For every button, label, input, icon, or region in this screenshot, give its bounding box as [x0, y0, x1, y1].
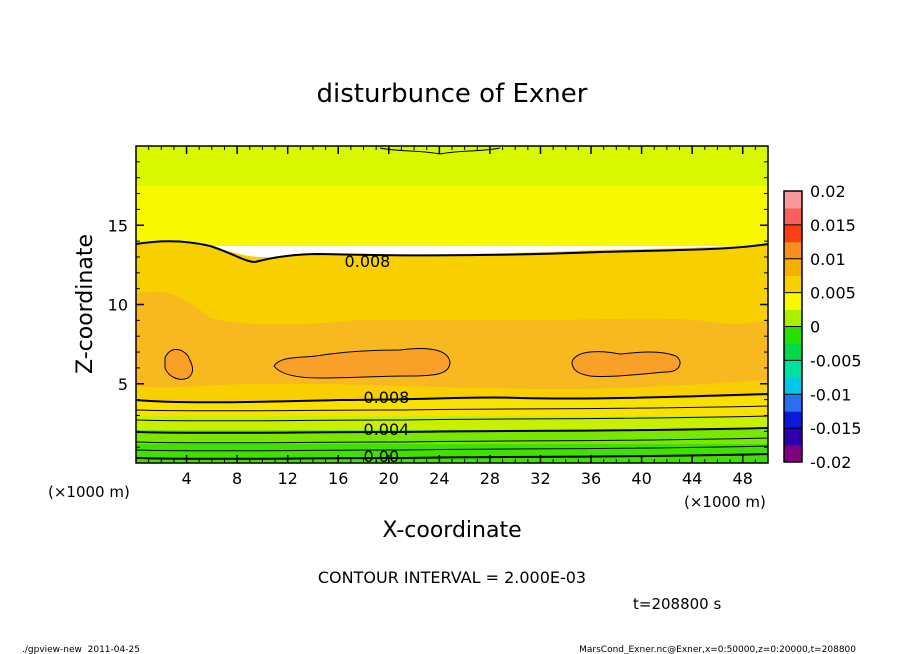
colorbar-swatch [784, 411, 802, 429]
contour-line-b [136, 415, 768, 422]
footer-right: MarsCond_Exner.nc@Exner,x=0:50000,z=0:20… [579, 645, 856, 654]
colorbar-swatch [784, 258, 802, 277]
colorbar-swatch [784, 428, 802, 446]
colorbar-swatch [784, 207, 802, 226]
contour-orange-blob-3 [571, 351, 681, 378]
x-tick-label: 4 [181, 469, 191, 488]
contour-label: 0.004 [364, 420, 410, 439]
heatmap-field [136, 146, 768, 463]
colorbar-tick-label: -0.01 [810, 385, 851, 404]
colorbar-tick-label: 0.02 [810, 182, 846, 201]
x-tick-label: 24 [429, 469, 449, 488]
y-axis: 5 10 15 [108, 161, 768, 448]
time-label: t=208800 s [633, 595, 721, 613]
contour-orange-blob-2 [273, 348, 451, 379]
band-yellow [136, 186, 768, 246]
colorbar-swatch [784, 343, 802, 361]
colorbar-swatch [784, 326, 802, 344]
x-tick-label: 32 [530, 469, 550, 488]
band-lower-lime [136, 416, 768, 430]
colorbar-swatch [784, 394, 802, 412]
colorbar-tick-label: -0.005 [810, 351, 862, 370]
contour-interval: CONTOUR INTERVAL = 2.000E-03 [318, 568, 586, 587]
contour-line-000 [136, 453, 768, 460]
contour-label: 0.008 [345, 252, 391, 271]
colorbar-swatch [784, 292, 802, 311]
contour-line-008-upper [136, 240, 768, 264]
colorbar-swatch [784, 224, 802, 243]
contour-line-d [136, 445, 768, 452]
contour-line-c [136, 437, 768, 444]
x-tick-label: 44 [682, 469, 702, 488]
chart-title: disturbunce of Exner [317, 79, 588, 109]
y-tick-label: 5 [118, 375, 128, 394]
x-tick-label: 28 [480, 469, 500, 488]
colorbar-tick-label: 0.015 [810, 216, 856, 235]
x-tick-label: 20 [379, 469, 399, 488]
colorbar-swatch [784, 275, 802, 294]
x-tick-label: 16 [328, 469, 348, 488]
colorbar-tick-label: 0.01 [810, 250, 846, 269]
x-axis: 4 8 12 16 20 24 28 32 36 40 44 48 [148, 146, 756, 488]
contour-line-a [136, 405, 768, 412]
colorbar-tick-label: 0.005 [810, 284, 856, 303]
colorbar-swatch [784, 360, 802, 378]
contour-label: 0.00 [364, 447, 400, 466]
y-tick-label: 15 [108, 216, 128, 235]
footer-left: ./gpview-new 2011-04-25 [22, 645, 140, 654]
colorbar: 0.02 0.015 0.01 0.005 0 -0.005 -0.01 -0.015 -0.0… [783, 182, 862, 472]
contour-labels: 0.008 0.008 0.004 0.00 [345, 252, 410, 466]
contour-orange-blob-1 [164, 349, 194, 380]
colorbar-tick-label: -0.02 [810, 453, 851, 472]
x-tick-label: 36 [581, 469, 601, 488]
colorbar-swatch [784, 191, 802, 209]
x-unit-left: (×1000 m) [48, 483, 130, 501]
colorbar-swatch [784, 445, 802, 463]
contour-line-004 [136, 427, 768, 434]
contour-label: 0.008 [364, 388, 410, 407]
colorbar-swatch [784, 309, 802, 327]
y-tick-label: 10 [108, 296, 128, 315]
colorbar-tick-label: 0 [810, 318, 820, 337]
x-axis-label: X-coordinate [382, 518, 521, 543]
x-tick-label: 48 [733, 469, 753, 488]
colorbar-swatch [784, 377, 802, 395]
x-tick-label: 8 [232, 469, 242, 488]
contour-line-008-lower [136, 393, 768, 404]
x-tick-label: 40 [631, 469, 651, 488]
y-axis-label: Z-coordinate [73, 234, 98, 374]
colorbar-swatch [784, 241, 802, 260]
x-tick-label: 12 [278, 469, 298, 488]
x-unit-right: (×1000 m) [684, 493, 766, 511]
colorbar-tick-label: -0.015 [810, 419, 862, 438]
